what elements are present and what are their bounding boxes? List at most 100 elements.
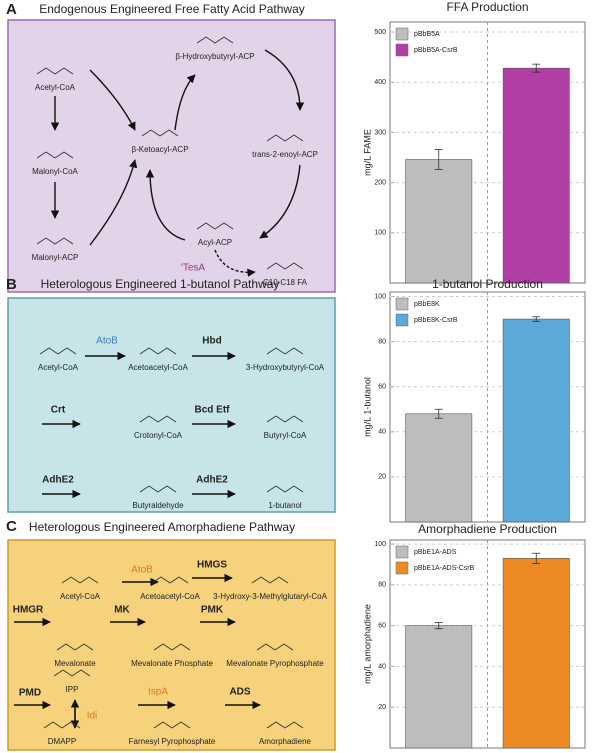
y-tick-label: 100 [374,230,386,237]
enzyme-label: Crt [51,405,66,416]
error-bar [434,149,443,170]
structure [153,721,191,729]
molecule-label: Acyl-ACP [198,238,232,247]
bar [502,67,570,284]
y-tick-label: 60 [378,384,386,391]
y-tick-label: 20 [378,474,386,481]
panel-box [7,297,336,513]
chart-title: FFA Production [446,0,528,14]
enzyme-label: MK [114,605,130,616]
panel-letter: C [6,518,17,535]
molecule-label: IPP [66,685,79,694]
error-bar [532,316,541,322]
y-axis-label: mg/L amorphadiene [362,604,372,684]
structure [266,721,304,729]
legend-swatch [395,561,409,575]
molecule-label: Malonyl-ACP [32,253,79,262]
structure [153,643,191,651]
structure [139,415,177,423]
molecule-label: Mevalonate Pyrophosphate [226,659,324,668]
molecule-label: Amorphadiene [259,737,312,746]
molecule-label: β-Ketoacyl-ACP [131,145,188,154]
molecule-label: Acetoacetyl-CoA [140,592,200,601]
legend-swatch [395,27,409,41]
molecule-label: C10-C18 FA [263,278,308,287]
enzyme-label: HMGR [13,605,44,616]
molecule-label: Acetyl-CoA [60,592,101,601]
enzyme-label: AtoB [131,565,153,576]
enzyme-label: Idi [87,711,98,722]
legend-label: pBbE8K [414,301,440,308]
structure [151,576,189,584]
legend-swatch [395,545,409,559]
y-tick-label: 100 [374,541,386,548]
structure [36,67,74,75]
structure [36,151,74,159]
panel-title: Heterologous Engineered Amorphadiene Pat… [29,520,295,534]
error-bar [532,552,541,564]
molecule-label: trans-2-enoyl-ACP [252,150,318,159]
chart-title: 1-butanol Production [432,277,543,291]
error-bar [434,408,443,419]
molecule-label: DMAPP [48,737,76,746]
structure [266,415,304,423]
panel-title: Heterologous Engineered 1-butanol Pathwa… [41,277,280,291]
enzyme-label: Bcd Etf [195,405,231,416]
molecule-label: Acetyl-CoA [35,83,76,92]
panel-title: Endogenous Engineered Free Fatty Acid Pa… [39,2,305,16]
y-tick-label: 100 [374,293,386,300]
molecule-label: Mevalonate [54,659,96,668]
structure [43,721,81,729]
enzyme-label: Hbd [202,336,221,347]
y-tick-label: 40 [378,663,386,670]
bar [405,159,473,284]
legend-swatch [395,43,409,57]
y-tick-label: 40 [378,429,386,436]
enzyme-label: AdhE2 [42,475,74,486]
enzyme-label: AtoB [96,336,118,347]
structure [196,36,234,44]
structure [36,237,74,245]
molecule-label: 3-Hydroxy-3-Methylglutaryl-CoA [213,592,327,601]
structure [53,669,91,677]
enzyme-label: ADS [229,687,250,698]
molecule-label: Butyraldehyde [132,501,184,510]
y-tick-label: 80 [378,338,386,345]
molecule-label: 1-butanol [268,501,302,510]
legend-label: pBbB5A-CsrB [414,47,458,54]
molecule-label: β-Hydroxybutyryl-ACP [175,52,254,61]
legend-swatch [395,297,409,311]
panel-box [7,19,336,293]
panel-box [7,539,336,751]
y-tick-label: 400 [374,79,386,86]
panel-letter: A [6,1,17,18]
bar [405,625,473,749]
molecule-label: Malonyl-CoA [32,167,78,176]
structure [256,643,294,651]
panel-letter: B [6,276,17,293]
enzyme-label: PMK [201,605,224,616]
structure [141,129,179,137]
legend-swatch [395,313,409,327]
structure [266,347,304,355]
structure [139,347,177,355]
y-tick-label: 500 [374,29,386,36]
molecule-label: Acetoacetyl-CoA [128,363,188,372]
structure [266,485,304,493]
structure [61,576,99,584]
molecule-label: Mevalonate Phosphate [131,659,213,668]
legend-label: pBbE8K-CsrB [414,317,458,324]
structure [266,134,304,142]
legend-label: pBbB5A [414,31,440,38]
enzyme-label: IspA [148,687,168,698]
error-bar [434,622,443,630]
arrows [14,49,305,729]
enzyme-label: 'TesA [181,263,205,274]
error-bar [532,63,541,73]
molecule-label: Crotonyl-CoA [134,431,183,440]
bar [405,413,473,523]
bar [502,318,570,523]
molecule-label: Butyryl-CoA [264,431,307,440]
y-axis-label: mg/L FAME [362,129,372,176]
